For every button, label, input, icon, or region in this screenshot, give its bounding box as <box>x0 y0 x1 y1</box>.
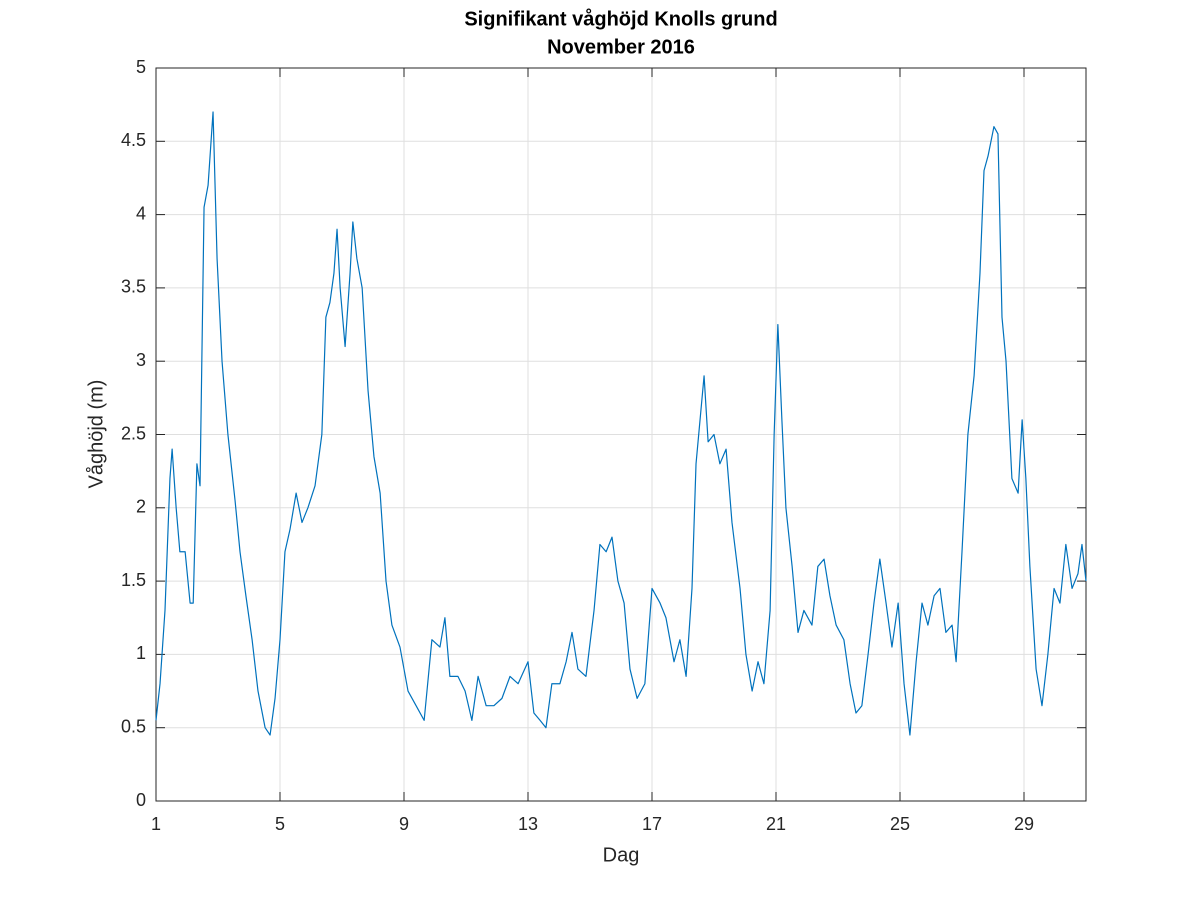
chart-subtitle: November 2016 <box>547 36 695 58</box>
y-tick-label: 3.5 <box>121 277 146 297</box>
x-tick-label: 1 <box>151 814 161 834</box>
y-tick-label: 0 <box>136 790 146 810</box>
x-tick-label: 9 <box>399 814 409 834</box>
y-tick-label: 1 <box>136 643 146 663</box>
y-tick-label: 4 <box>136 203 146 223</box>
plot-frame <box>155 67 1087 802</box>
y-tick-label: 5 <box>136 57 146 77</box>
y-tick-label: 2 <box>136 497 146 517</box>
y-tick-label: 4.5 <box>121 130 146 150</box>
data-line <box>155 111 1087 736</box>
y-tick-label: 1.5 <box>121 570 146 590</box>
y-tick-label: 0.5 <box>121 716 146 736</box>
x-tick-label: 21 <box>766 814 786 834</box>
x-tick-label: 13 <box>518 814 538 834</box>
x-tick-label: 5 <box>275 814 285 834</box>
y-axis-label: Våghöjd (m) <box>85 380 107 489</box>
chart-title: Signifikant våghöjd Knolls grund <box>464 7 777 30</box>
y-tick-label: 3 <box>136 350 146 370</box>
y-tick-label: 2.5 <box>121 423 146 443</box>
x-tick-label: 17 <box>642 814 662 834</box>
x-tick-label: 29 <box>1014 814 1034 834</box>
x-tick-label: 25 <box>890 814 910 834</box>
x-axis-label: Dag <box>603 844 640 866</box>
